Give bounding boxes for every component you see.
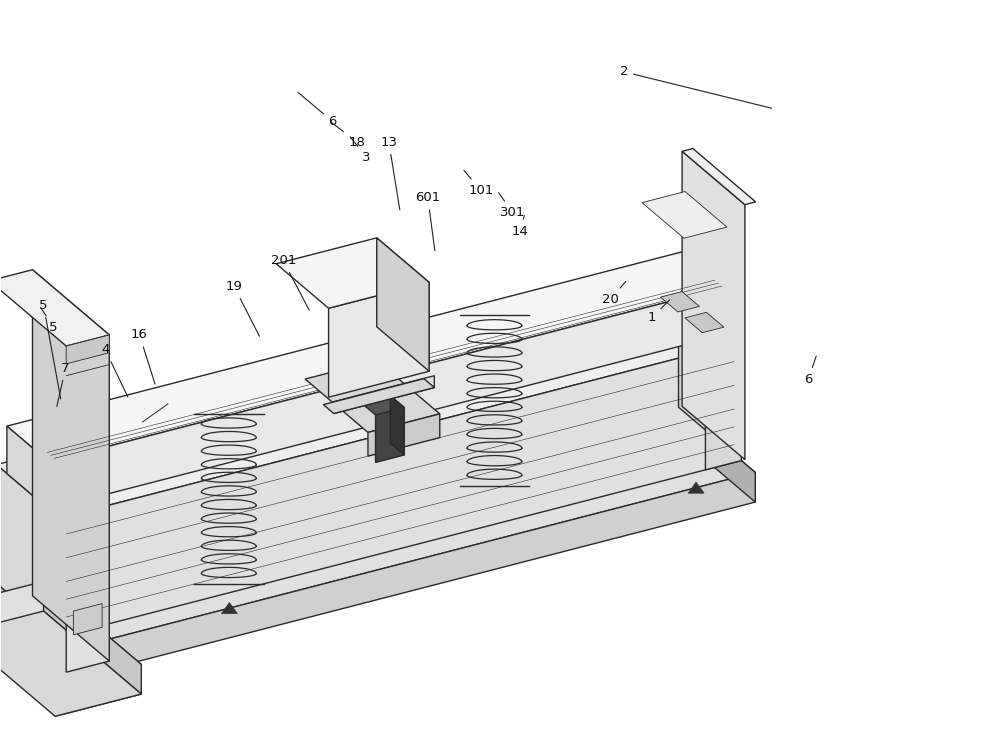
Polygon shape — [0, 395, 665, 601]
Polygon shape — [377, 238, 429, 371]
Polygon shape — [368, 414, 440, 456]
Polygon shape — [685, 312, 724, 333]
Polygon shape — [0, 611, 141, 716]
Polygon shape — [705, 295, 741, 470]
Polygon shape — [688, 482, 704, 493]
Text: 2: 2 — [620, 65, 772, 108]
Polygon shape — [73, 472, 755, 678]
Polygon shape — [73, 603, 102, 635]
Polygon shape — [642, 191, 727, 238]
Polygon shape — [59, 342, 741, 637]
Polygon shape — [376, 408, 404, 463]
Text: 5: 5 — [41, 307, 58, 334]
Text: 18: 18 — [331, 122, 365, 149]
Polygon shape — [0, 289, 741, 518]
Polygon shape — [44, 581, 141, 694]
Text: 13: 13 — [380, 135, 400, 210]
Text: 301: 301 — [499, 193, 525, 219]
Text: 3: 3 — [350, 137, 371, 164]
Polygon shape — [390, 396, 404, 455]
Text: 14: 14 — [512, 215, 529, 237]
Text: 4: 4 — [101, 343, 128, 397]
Text: 201: 201 — [271, 254, 309, 310]
Text: 20: 20 — [602, 281, 626, 306]
Polygon shape — [682, 151, 745, 460]
Polygon shape — [689, 250, 731, 333]
Text: 5: 5 — [39, 299, 61, 399]
Text: 7: 7 — [57, 362, 70, 406]
Polygon shape — [7, 250, 731, 462]
Polygon shape — [66, 335, 109, 672]
Polygon shape — [660, 292, 699, 312]
Polygon shape — [323, 379, 434, 414]
Text: 6: 6 — [804, 356, 816, 386]
Polygon shape — [7, 426, 49, 509]
Text: 6: 6 — [298, 92, 337, 128]
Text: 601: 601 — [415, 191, 440, 251]
Polygon shape — [0, 571, 73, 678]
Polygon shape — [0, 465, 59, 637]
Polygon shape — [665, 395, 755, 502]
Polygon shape — [33, 270, 109, 661]
Polygon shape — [0, 270, 109, 346]
Polygon shape — [305, 361, 440, 432]
Polygon shape — [221, 603, 237, 614]
Polygon shape — [55, 664, 141, 716]
Polygon shape — [276, 238, 429, 308]
Polygon shape — [66, 335, 109, 364]
Polygon shape — [334, 376, 434, 414]
Text: 19: 19 — [226, 280, 259, 336]
Polygon shape — [0, 581, 141, 687]
Polygon shape — [679, 289, 741, 461]
Text: 1: 1 — [648, 300, 670, 324]
Text: 101: 101 — [464, 170, 493, 197]
Polygon shape — [682, 149, 756, 205]
Polygon shape — [329, 282, 429, 397]
Text: 16: 16 — [131, 328, 155, 384]
Polygon shape — [0, 395, 755, 649]
Polygon shape — [362, 396, 404, 415]
Polygon shape — [49, 286, 731, 509]
